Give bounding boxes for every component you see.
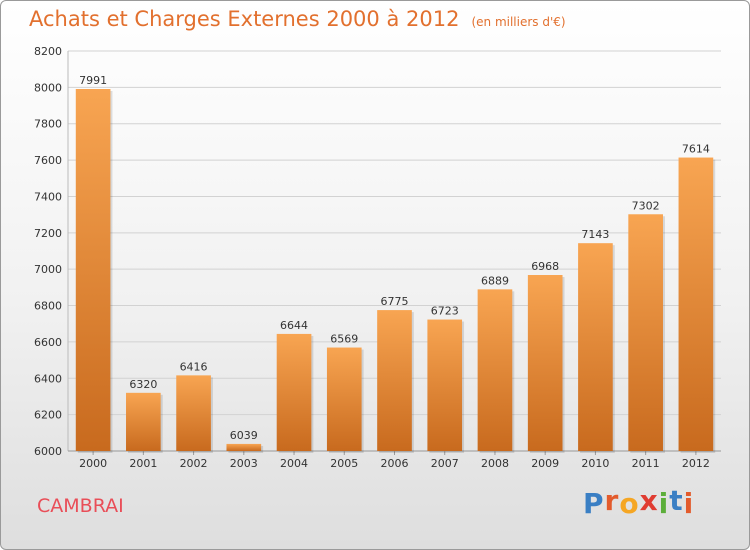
- logo-letter: P: [583, 487, 605, 520]
- bar-value-label: 7991: [79, 74, 107, 87]
- x-tick-label: 2000: [79, 457, 107, 470]
- city-name: CAMBRAI: [37, 495, 124, 517]
- bar: [678, 157, 714, 451]
- value-labels: 7991 6320 6416 6039 6644 6569 6775 6723 6889 6968…: [79, 74, 710, 442]
- chart-title-text: Achats et Charges Externes 2000 à 2012: [29, 7, 460, 31]
- bar: [578, 243, 613, 451]
- bar: [276, 333, 312, 451]
- bar-value-label: 6723: [431, 305, 459, 318]
- bar-value-label: 6320: [129, 378, 157, 391]
- x-tick-label: 2001: [129, 457, 157, 470]
- chart-title: Achats et Charges Externes 2000 à 2012 (e…: [29, 7, 566, 31]
- bar-value-label: 6775: [381, 295, 409, 308]
- logo-letter: i: [658, 487, 670, 520]
- bar: [326, 347, 362, 451]
- x-tick-label: 2005: [330, 457, 358, 470]
- bar-value-label: 6416: [180, 360, 208, 373]
- bar-value-label: 7143: [581, 228, 609, 241]
- bar: [126, 392, 161, 451]
- y-tick-label: 6400: [34, 372, 62, 385]
- bar-value-label: 6039: [230, 429, 258, 442]
- x-tick-label: 2002: [180, 457, 208, 470]
- bar: [226, 443, 262, 451]
- logo-letter: t: [669, 484, 684, 517]
- y-tick-label: 7200: [34, 227, 62, 240]
- logo-letter: i: [683, 487, 695, 520]
- x-tick-label: 2007: [431, 457, 459, 470]
- logo-letter: x: [639, 484, 659, 517]
- bar-value-label: 6644: [280, 319, 308, 332]
- logo-letter: r: [604, 484, 620, 517]
- y-tick-label: 7800: [34, 118, 62, 131]
- y-tick-label: 8000: [34, 81, 62, 94]
- proxiti-logo: Proxiti: [583, 484, 695, 520]
- bar: [377, 310, 412, 451]
- bar: [527, 275, 563, 451]
- bar-value-label: 7614: [682, 143, 710, 156]
- x-tick-label: 2010: [581, 457, 609, 470]
- y-tick-label: 8200: [34, 45, 62, 58]
- x-tick-label: 2006: [381, 457, 409, 470]
- bar: [176, 375, 211, 451]
- y-tick-label: 7600: [34, 154, 62, 167]
- bar-value-label: 7302: [632, 199, 660, 212]
- x-tick-label: 2012: [682, 457, 710, 470]
- bar: [477, 289, 513, 451]
- logo-letter: o: [619, 487, 640, 520]
- x-tick-label: 2008: [481, 457, 509, 470]
- x-tick-label: 2011: [632, 457, 660, 470]
- bar-value-label: 6889: [481, 274, 509, 287]
- x-tick-label: 2009: [531, 457, 559, 470]
- bars: [75, 89, 716, 453]
- chart-subtitle: (en milliers d'€): [471, 15, 566, 29]
- bar-value-label: 6569: [330, 333, 358, 346]
- bar: [75, 89, 111, 451]
- x-tick-label: 2004: [280, 457, 308, 470]
- bar-value-label: 6968: [531, 260, 559, 273]
- y-tick-label: 7400: [34, 190, 62, 203]
- y-tick-label: 6600: [34, 336, 62, 349]
- y-tick-label: 6800: [34, 300, 62, 313]
- y-tick-label: 6000: [34, 445, 62, 458]
- bar: [628, 214, 663, 451]
- y-tick-label: 6200: [34, 409, 62, 422]
- bar: [427, 319, 463, 451]
- y-tick-label: 7000: [34, 263, 62, 276]
- x-tick-label: 2003: [230, 457, 258, 470]
